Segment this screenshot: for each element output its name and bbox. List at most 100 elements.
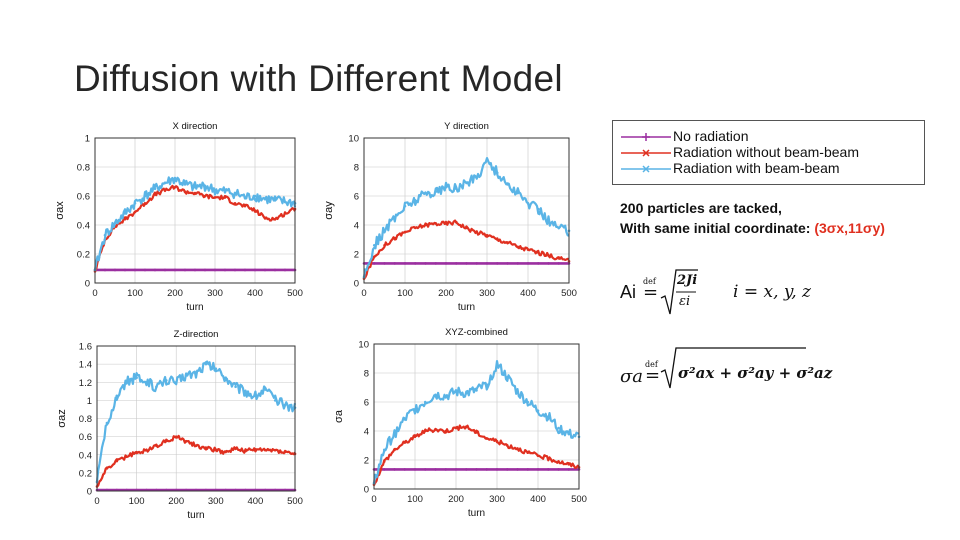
data-point [273,199,277,202]
series-line [363,219,570,280]
data-point [403,230,407,234]
data-point [382,448,386,452]
data-point [495,468,499,471]
data-point [174,435,178,438]
data-point [194,444,198,447]
y-tick-label: 0.2 [77,250,90,261]
data-point [163,188,167,192]
data-point [254,394,257,398]
data-point [403,262,407,265]
data-point [536,454,540,457]
data-point [526,201,530,205]
legend-label: Radiation without beam-beam [673,144,859,160]
x-tick-label: 300 [207,288,223,299]
data-point [133,268,137,272]
data-point [143,268,147,272]
data-point [393,216,397,220]
data-point [413,468,417,471]
series-line [93,176,297,271]
data-point [224,376,227,380]
plot-frame [96,345,296,492]
legend-swatch-radiation-without-beam-beam [621,149,671,157]
x-tick-label: 200 [168,496,184,507]
data-point [184,373,188,377]
chart-title: X direction [173,121,218,132]
legend-item-radiation-with-beam-beam: Radiation with beam-beam [613,160,924,177]
series-line [95,360,297,483]
x-tick-label: 100 [129,496,145,507]
y-tick-label: 1.4 [79,360,92,371]
data-point [464,392,468,395]
series-line [373,424,580,486]
data-point [234,385,237,389]
x-tick-label: 0 [361,288,366,299]
y-tick-label: 8 [364,369,369,380]
data-point [223,196,227,199]
data-point [283,268,287,272]
y-tick-label: 0.8 [79,414,92,425]
data-point [393,448,396,452]
data-point [113,268,117,272]
plot-frame [94,137,296,284]
data-point [567,463,571,466]
data-point [434,393,437,397]
data-point [495,171,499,175]
data-point [123,212,127,215]
y-tick-label: 4 [354,221,359,232]
y-axis-label: σay [323,201,335,220]
data-point [133,201,137,205]
data-point [403,418,407,421]
data-point [444,429,448,433]
data-point [233,201,237,205]
data-point [213,268,217,272]
data-point [424,191,427,195]
data-point [203,184,207,188]
series-line [96,434,296,488]
data-point [506,262,509,265]
note-initial-coordinate: With same initial coordinate: (3σx,11σy) [620,220,885,236]
x-tick-label: 200 [438,288,454,299]
data-point [464,425,468,428]
data-point [383,244,386,247]
y-tick-label: 0 [364,485,369,496]
y-tick-label: 0 [354,279,359,290]
note-initial-value: (3σx,11σy) [814,220,885,236]
y-tick-label: 0.2 [79,468,92,479]
legend-swatch-no-radiation [621,133,671,141]
data-point [224,450,227,454]
legend-label: No radiation [673,128,749,144]
data-point [485,436,489,440]
data-point [403,204,407,208]
data-point [264,388,267,391]
data-point [403,468,407,471]
def-equals-sign: = [643,282,659,303]
data-point [495,439,499,443]
data-point [174,380,178,384]
y-tick-label: 0.4 [79,450,92,461]
data-point [444,262,448,265]
data-point [444,468,448,471]
data-point [113,222,117,225]
y-tick-label: 6 [354,192,359,203]
y-tick-label: 0.6 [79,432,92,443]
data-point [475,230,479,234]
data-point [183,183,187,186]
data-point [423,400,427,404]
data-point [423,429,427,433]
data-point [516,245,520,249]
y-tick-label: 0 [85,279,90,290]
data-point [454,262,458,265]
data-point [382,468,386,471]
y-tick-label: 0 [87,487,92,498]
data-point [506,241,509,244]
data-point [465,262,468,265]
data-point [423,468,427,471]
data-point [283,450,287,454]
index-set: i = x, y, z [733,282,811,302]
data-point [465,226,468,230]
y-tick-label: 0.4 [77,221,90,232]
data-point [194,371,198,375]
data-point [434,190,438,193]
y-axis-label: σaz [56,409,68,427]
